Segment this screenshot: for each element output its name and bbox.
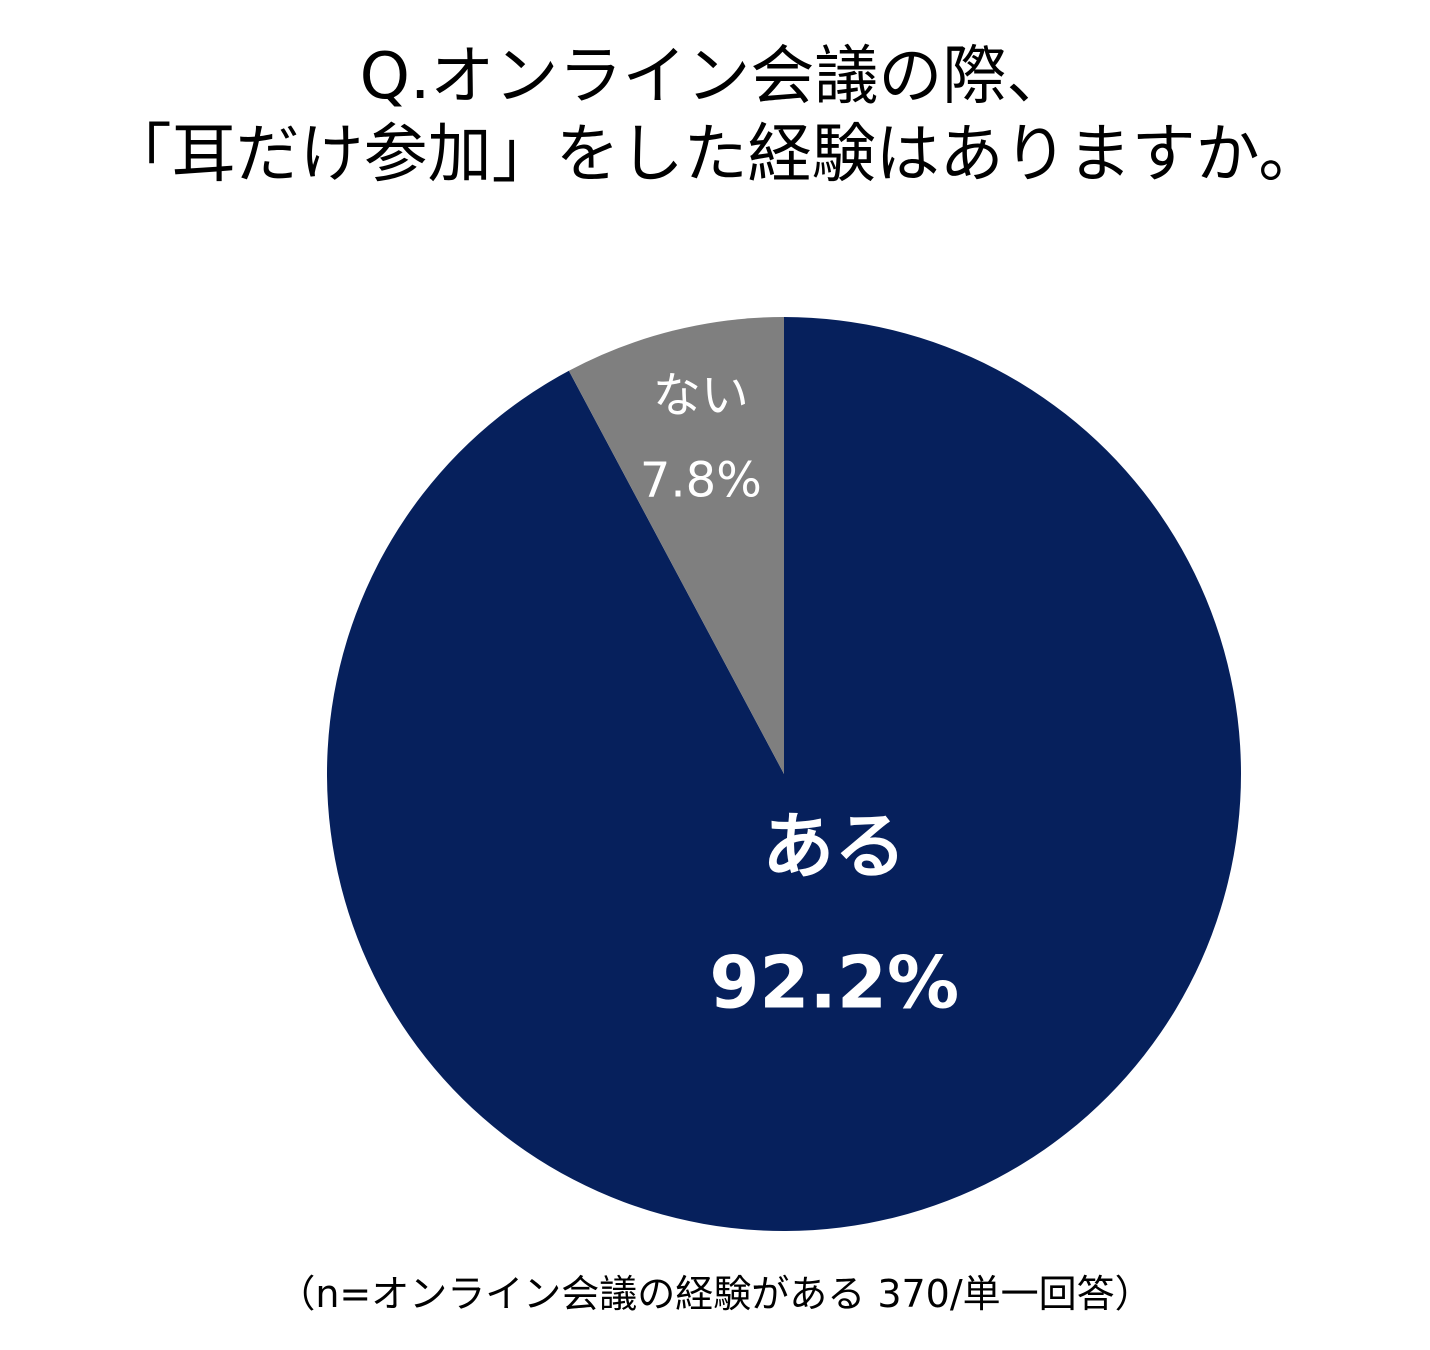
- pie-slice-aru: [326, 317, 1241, 1232]
- chart-title-line-2: 「耳だけ参加」をした経験はありますか。: [107, 118, 1323, 192]
- slice-value-nai: 7.8%: [640, 452, 762, 508]
- slice-label-nai: ない: [653, 367, 749, 423]
- pie-slices: [326, 317, 1241, 1232]
- slice-value-aru: 92.2%: [709, 941, 959, 1025]
- sample-footnote: （n=オンライン会議の経験がある 370/単一回答）: [277, 1272, 1153, 1316]
- chart-title-line-1: Q.オンライン会議の際、: [359, 40, 1071, 114]
- chart-title: Q.オンライン会議の際、 「耳だけ参加」をした経験はありますか。: [0, 38, 1430, 194]
- slice-label-aru: ある: [762, 805, 906, 889]
- pie-labels: ある 92.2% ない 7.8%: [640, 367, 959, 1024]
- pie-slice-nai: [568, 317, 784, 774]
